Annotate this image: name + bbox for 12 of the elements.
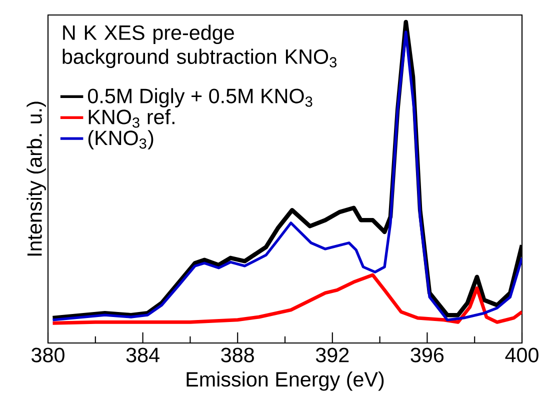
x-tick-label: 396 (410, 348, 444, 362)
legend-label: 0.5M Digly + 0.5M KNO$_{3}$ (88, 88, 312, 108)
y-axis-title: Intensity (arb. u.) (26, 102, 46, 256)
x-tick-label: 384 (126, 348, 160, 362)
x-tick-label: 388 (221, 348, 254, 362)
x-tick-label: 392 (316, 348, 349, 362)
x-axis-title: Emission Energy (eV) (186, 372, 384, 391)
legend-title: N K XES pre-edge background subtraction KNO$_{3}$ (62, 24, 337, 68)
legend-label: KNO$_{3}$ ref. (88, 109, 174, 128)
x-tick-label: 380 (32, 348, 64, 362)
x-tick-label: 400 (505, 348, 538, 362)
legend-label: (KNO$_{3}$) (88, 130, 154, 150)
